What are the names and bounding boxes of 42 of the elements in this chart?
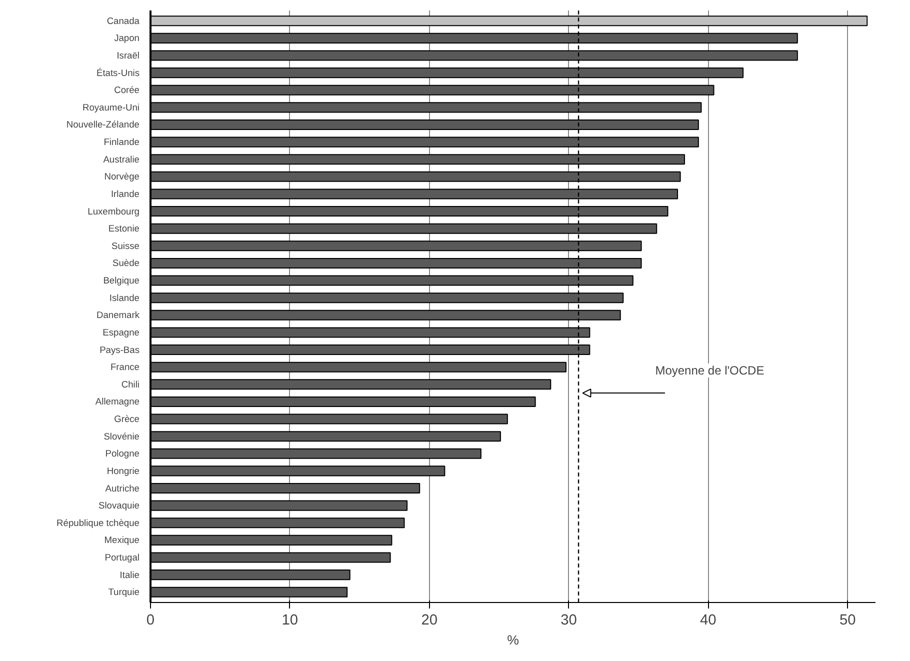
y-tick-label: Canada xyxy=(106,16,140,26)
y-tick-label: Suède xyxy=(112,258,140,268)
y-tick-label: Mexique xyxy=(104,535,140,546)
x-tick-label: 50 xyxy=(839,612,856,628)
y-tick-label: Islande xyxy=(109,292,140,303)
y-tick-label: Espagne xyxy=(102,327,140,338)
y-tick-label: France xyxy=(110,362,140,372)
y-tick-label: République tchèque xyxy=(56,518,140,528)
x-axis-title: % xyxy=(507,632,520,648)
y-tick-label: Australie xyxy=(103,154,140,164)
y-tick-label: États-Unis xyxy=(96,66,140,78)
y-tick-label: Portugal xyxy=(104,552,140,562)
x-tick-label: 0 xyxy=(146,612,155,628)
y-tick-label: Norvège xyxy=(104,172,140,182)
y-tick-label: Pologne xyxy=(105,448,140,459)
x-tick-label: 40 xyxy=(700,612,716,628)
y-tick-label: Suisse xyxy=(112,240,140,251)
y-tick-label: Irlande xyxy=(110,188,140,199)
x-tick-label: 10 xyxy=(282,612,298,628)
ref-line-label: Moyenne de l'OCDE xyxy=(655,363,764,378)
y-tick-label: Slovaquie xyxy=(98,500,140,511)
y-tick-label: Estonie xyxy=(108,224,140,234)
y-tick-label: Danemark xyxy=(96,310,140,320)
y-tick-label: Finlande xyxy=(104,137,140,148)
y-tick-label: Japon xyxy=(114,33,140,44)
y-tick-label: Hongrie xyxy=(106,466,140,476)
y-tick-label: Pays-Bas xyxy=(100,344,140,355)
y-tick-label: Grèce xyxy=(114,414,140,424)
y-tick-label: Nouvelle-Zélande xyxy=(66,120,140,130)
x-tick-label: 20 xyxy=(421,612,438,628)
y-tick-label: Luxembourg xyxy=(88,206,140,216)
x-tick-label: 30 xyxy=(560,612,577,628)
y-tick-label: Royaume-Uni xyxy=(82,102,140,112)
y-tick-label: Belgique xyxy=(103,276,140,286)
y-tick-label: Slovénie xyxy=(104,431,140,442)
y-tick-label: Allemagne xyxy=(95,396,140,407)
y-tick-label: Autriche xyxy=(105,483,140,494)
y-tick-label: Israël xyxy=(116,50,140,61)
y-tick-label: Italie xyxy=(120,570,140,580)
y-tick-label: Chili xyxy=(121,379,140,390)
y-tick-label: Corée xyxy=(114,85,140,96)
y-tick-label: Turquie xyxy=(108,587,140,598)
